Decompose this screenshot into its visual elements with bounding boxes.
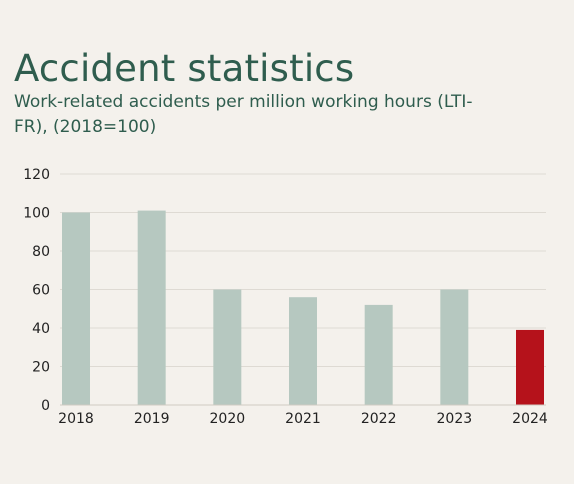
x-tick-labels: 2018 2019 2020 2021 2022 2023 2024 [58, 411, 548, 427]
y-tick-label: 120 [23, 167, 50, 183]
x-tick-label-2021: 2021 [285, 411, 321, 427]
y-tick-label: 20 [32, 360, 50, 376]
bar-2020 [213, 289, 242, 405]
x-tick-label-2024: 2024 [512, 411, 548, 427]
y-tick-label: 0 [41, 398, 50, 414]
bar-2024 [516, 329, 544, 405]
x-tick-label-2020: 2020 [210, 411, 246, 427]
y-tick-label: 80 [32, 244, 50, 260]
chart-title: Accident statistics [14, 47, 355, 90]
y-tick-label: 60 [32, 283, 50, 299]
bar-2023 [440, 289, 469, 405]
bars [62, 210, 544, 405]
y-tick-labels: 0 20 40 60 80 100 120 [23, 167, 50, 414]
bar-2019 [137, 210, 166, 405]
x-tick-label-2018: 2018 [58, 411, 94, 427]
x-tick-label-2019: 2019 [134, 411, 170, 427]
y-tick-label: 100 [23, 206, 50, 222]
bar-2021 [289, 297, 317, 405]
y-tick-label: 40 [32, 321, 50, 337]
x-tick-label-2022: 2022 [361, 411, 397, 427]
chart-subtitle: Work-related accidents per million worki… [14, 92, 473, 137]
bar-2018 [62, 212, 90, 405]
bar-2022 [364, 304, 393, 405]
x-tick-label-2023: 2023 [437, 411, 473, 427]
